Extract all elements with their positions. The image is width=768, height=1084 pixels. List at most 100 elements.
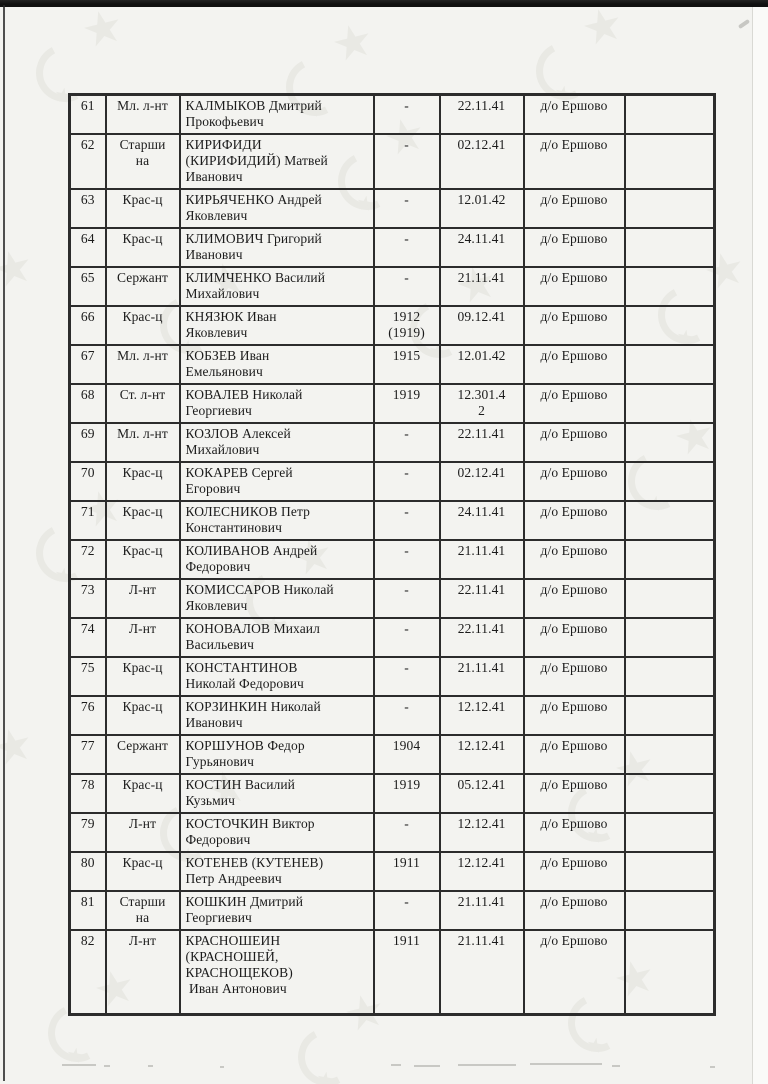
name-cell: КОМИССАРОВ Николай Яковлевич — [178, 578, 375, 619]
scan-smudge-mark — [737, 18, 751, 30]
name-cell: КОЛЕСНИКОВ Петр Константинович — [178, 500, 375, 541]
date-cell: 21.11.41 — [438, 266, 525, 307]
birth-year-cell: - — [372, 227, 441, 268]
birth-year-cell: 1911 — [372, 851, 441, 892]
place-cell: д/о Ершово — [522, 93, 626, 135]
note-cell — [623, 383, 716, 424]
row-number-cell: 77 — [68, 734, 107, 775]
name-cell: КОРШУНОВ Федор Гурьянович — [178, 734, 375, 775]
rank-cell: Крас-ц — [104, 461, 181, 502]
name-cell: КНЯЗЮК Иван Яковлевич — [178, 305, 375, 346]
table-row: 66 Крас-ц КНЯЗЮК Иван Яковлевич 1912 (19… — [68, 305, 716, 346]
place-cell: д/о Ершово — [522, 578, 626, 619]
rank-cell: Сержант — [104, 734, 181, 775]
rank-cell: Крас-ц — [104, 773, 181, 814]
date-cell: 22.11.41 — [438, 578, 525, 619]
note-cell — [623, 734, 716, 775]
table-row: 79 Л-нт КОСТОЧКИН Виктор Федорович - 12.… — [68, 812, 716, 853]
rank-cell: Мл. л-нт — [104, 422, 181, 463]
row-number-cell: 68 — [68, 383, 107, 424]
place-cell: д/о Ершово — [522, 227, 626, 268]
place-cell: д/о Ершово — [522, 539, 626, 580]
date-cell: 12.301.4 2 — [438, 383, 525, 424]
name-cell: КРАСНОШЕИН (КРАСНОШЕЙ, КРАСНОЩЕКОВ) Иван… — [178, 929, 375, 1016]
place-cell: д/о Ершово — [522, 890, 626, 931]
row-number-cell: 78 — [68, 773, 107, 814]
table-row: 76 Крас-ц КОРЗИНКИН Николай Иванович - 1… — [68, 695, 716, 736]
birth-year-cell: - — [372, 656, 441, 697]
date-cell: 12.01.42 — [438, 188, 525, 229]
rank-cell: Мл. л-нт — [104, 344, 181, 385]
note-cell — [623, 344, 716, 385]
birth-year-cell: - — [372, 500, 441, 541]
note-cell — [623, 695, 716, 736]
note-cell — [623, 617, 716, 658]
place-cell: д/о Ершово — [522, 422, 626, 463]
table-row: 64 Крас-ц КЛИМОВИЧ Григорий Иванович - 2… — [68, 227, 716, 268]
rank-cell: Старши на — [104, 133, 181, 190]
note-cell — [623, 266, 716, 307]
scan-edge-left — [3, 5, 5, 1081]
place-cell: д/о Ершово — [522, 305, 626, 346]
note-cell — [623, 188, 716, 229]
name-cell: КЛИМЧЕНКО Василий Михайлович — [178, 266, 375, 307]
rank-cell: Крас-ц — [104, 188, 181, 229]
note-cell — [623, 93, 716, 135]
place-cell: д/о Ершово — [522, 266, 626, 307]
birth-year-cell: 1919 — [372, 773, 441, 814]
table-row: 73 Л-нт КОМИССАРОВ Николай Яковлевич - 2… — [68, 578, 716, 619]
place-cell: д/о Ершово — [522, 188, 626, 229]
place-cell: д/о Ершово — [522, 617, 626, 658]
table-row: 62 Старши на КИРИФИДИ (КИРИФИДИЙ) Матвей… — [68, 133, 716, 190]
row-number-cell: 75 — [68, 656, 107, 697]
table-row: 72 Крас-ц КОЛИВАНОВ Андрей Федорович - 2… — [68, 539, 716, 580]
name-cell: КАЛМЫКОВ Дмитрий Прокофьевич — [178, 93, 375, 135]
row-number-cell: 66 — [68, 305, 107, 346]
place-cell: д/о Ершово — [522, 344, 626, 385]
rank-cell: Л-нт — [104, 929, 181, 1016]
date-cell: 22.11.41 — [438, 93, 525, 135]
bleed-through-text-artifact — [612, 1065, 620, 1067]
place-cell: д/о Ершово — [522, 695, 626, 736]
row-number-cell: 71 — [68, 500, 107, 541]
date-cell: 02.12.41 — [438, 461, 525, 502]
birth-year-cell: - — [372, 266, 441, 307]
bleed-through-text-artifact — [104, 1065, 110, 1067]
note-cell — [623, 227, 716, 268]
row-number-cell: 72 — [68, 539, 107, 580]
place-cell: д/о Ершово — [522, 812, 626, 853]
place-cell: д/о Ершово — [522, 773, 626, 814]
name-cell: КИРЬЯЧЕНКО Андрей Яковлевич — [178, 188, 375, 229]
birth-year-cell: - — [372, 422, 441, 463]
rank-cell: Л-нт — [104, 812, 181, 853]
table-row: 80 Крас-ц КОТЕНЕВ (КУТЕНЕВ) Петр Андреев… — [68, 851, 716, 892]
rank-cell: Крас-ц — [104, 305, 181, 346]
rank-cell: Крас-ц — [104, 656, 181, 697]
star-watermark-icon: ★★ — [0, 239, 78, 374]
place-cell: д/о Ершово — [522, 656, 626, 697]
name-cell: КЛИМОВИЧ Григорий Иванович — [178, 227, 375, 268]
name-cell: КОСТИН Василий Кузьмич — [178, 773, 375, 814]
table-row: 74 Л-нт КОНОВАЛОВ Михаил Васильевич - 22… — [68, 617, 716, 658]
row-number-cell: 62 — [68, 133, 107, 190]
personnel-table: 61 Мл. л-нт КАЛМЫКОВ Дмитрий Прокофьевич… — [68, 93, 716, 1016]
name-cell: КОСТОЧКИН Виктор Федорович — [178, 812, 375, 853]
date-cell: 09.12.41 — [438, 305, 525, 346]
row-number-cell: 65 — [68, 266, 107, 307]
place-cell: д/о Ершово — [522, 929, 626, 1016]
bleed-through-text-artifact — [458, 1064, 516, 1066]
name-cell: КОНОВАЛОВ Михаил Васильевич — [178, 617, 375, 658]
birth-year-cell: 1911 — [372, 929, 441, 1016]
bleed-through-text-artifact — [391, 1064, 401, 1066]
row-number-cell: 61 — [68, 93, 107, 135]
rank-cell: Ст. л-нт — [104, 383, 181, 424]
date-cell: 05.12.41 — [438, 773, 525, 814]
date-cell: 21.11.41 — [438, 656, 525, 697]
table-row: 82 Л-нт КРАСНОШЕИН (КРАСНОШЕЙ, КРАСНОЩЕК… — [68, 929, 716, 1016]
date-cell: 12.12.41 — [438, 851, 525, 892]
date-cell: 24.11.41 — [438, 500, 525, 541]
table-row: 77 Сержант КОРШУНОВ Федор Гурьянович 190… — [68, 734, 716, 775]
row-number-cell: 81 — [68, 890, 107, 931]
date-cell: 22.11.41 — [438, 617, 525, 658]
name-cell: КОНСТАНТИНОВ Николай Федорович — [178, 656, 375, 697]
